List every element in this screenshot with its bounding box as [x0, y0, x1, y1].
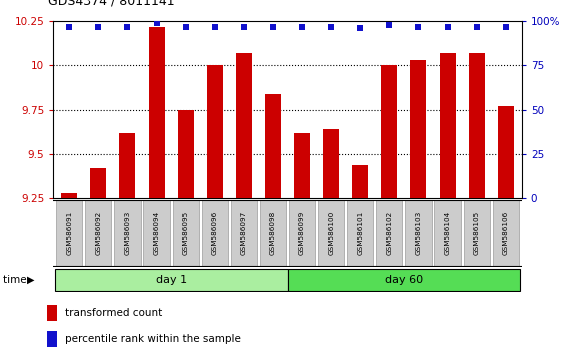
Text: GSM586100: GSM586100 — [328, 211, 334, 255]
FancyBboxPatch shape — [493, 200, 519, 266]
Point — [210, 24, 219, 29]
Text: GSM586092: GSM586092 — [95, 211, 102, 255]
Text: day 1: day 1 — [155, 275, 187, 285]
Bar — [439, 53, 456, 198]
Text: GSM586093: GSM586093 — [125, 211, 131, 255]
Point — [181, 24, 190, 29]
Point — [152, 20, 161, 26]
Bar — [207, 65, 223, 198]
FancyBboxPatch shape — [173, 200, 199, 266]
Text: GSM586099: GSM586099 — [299, 211, 305, 255]
Point — [123, 24, 132, 29]
Bar — [498, 106, 514, 198]
Text: GSM586097: GSM586097 — [241, 211, 247, 255]
Text: GSM586098: GSM586098 — [270, 211, 276, 255]
Text: GSM586101: GSM586101 — [357, 211, 364, 255]
Point — [501, 24, 510, 29]
Bar — [119, 133, 136, 198]
Point — [356, 25, 365, 31]
Point — [240, 24, 249, 29]
Text: GSM586095: GSM586095 — [183, 211, 188, 255]
Text: ▶: ▶ — [27, 275, 34, 285]
FancyBboxPatch shape — [260, 200, 286, 266]
FancyBboxPatch shape — [376, 200, 402, 266]
FancyBboxPatch shape — [347, 200, 373, 266]
Point — [385, 22, 394, 28]
Point — [327, 24, 335, 29]
Bar — [61, 193, 77, 198]
Bar — [47, 305, 57, 321]
Text: GSM586091: GSM586091 — [66, 211, 72, 255]
Bar — [381, 65, 397, 198]
Bar — [468, 53, 485, 198]
Point — [65, 24, 74, 29]
Text: GSM586104: GSM586104 — [444, 211, 450, 255]
Bar — [294, 133, 310, 198]
FancyBboxPatch shape — [55, 269, 287, 291]
Bar — [47, 331, 57, 347]
FancyBboxPatch shape — [434, 200, 461, 266]
Point — [443, 24, 452, 29]
Point — [297, 24, 306, 29]
Bar — [236, 53, 252, 198]
Text: percentile rank within the sample: percentile rank within the sample — [65, 334, 241, 344]
Point — [472, 24, 481, 29]
FancyBboxPatch shape — [463, 200, 490, 266]
Text: GSM586096: GSM586096 — [211, 211, 218, 255]
FancyBboxPatch shape — [231, 200, 257, 266]
FancyBboxPatch shape — [202, 200, 228, 266]
FancyBboxPatch shape — [318, 200, 344, 266]
Bar — [265, 94, 281, 198]
Text: GSM586106: GSM586106 — [503, 211, 509, 255]
Text: GSM586103: GSM586103 — [416, 211, 421, 255]
FancyBboxPatch shape — [56, 200, 82, 266]
Bar — [178, 110, 194, 198]
Text: day 60: day 60 — [385, 275, 423, 285]
Text: time: time — [3, 275, 30, 285]
Text: GDS4374 / 8011141: GDS4374 / 8011141 — [48, 0, 174, 7]
Text: GSM586105: GSM586105 — [473, 211, 480, 255]
FancyBboxPatch shape — [85, 200, 112, 266]
Bar — [411, 60, 426, 198]
FancyBboxPatch shape — [406, 200, 431, 266]
Text: GSM586102: GSM586102 — [387, 211, 392, 255]
Bar — [323, 129, 339, 198]
FancyBboxPatch shape — [289, 200, 315, 266]
Point — [269, 24, 278, 29]
Bar — [352, 165, 368, 198]
Text: transformed count: transformed count — [65, 308, 162, 318]
Bar — [90, 168, 107, 198]
FancyBboxPatch shape — [114, 200, 141, 266]
FancyBboxPatch shape — [144, 200, 169, 266]
Point — [94, 24, 103, 29]
FancyBboxPatch shape — [287, 269, 520, 291]
Point — [414, 24, 423, 29]
Bar — [149, 27, 164, 198]
Text: GSM586094: GSM586094 — [154, 211, 159, 255]
